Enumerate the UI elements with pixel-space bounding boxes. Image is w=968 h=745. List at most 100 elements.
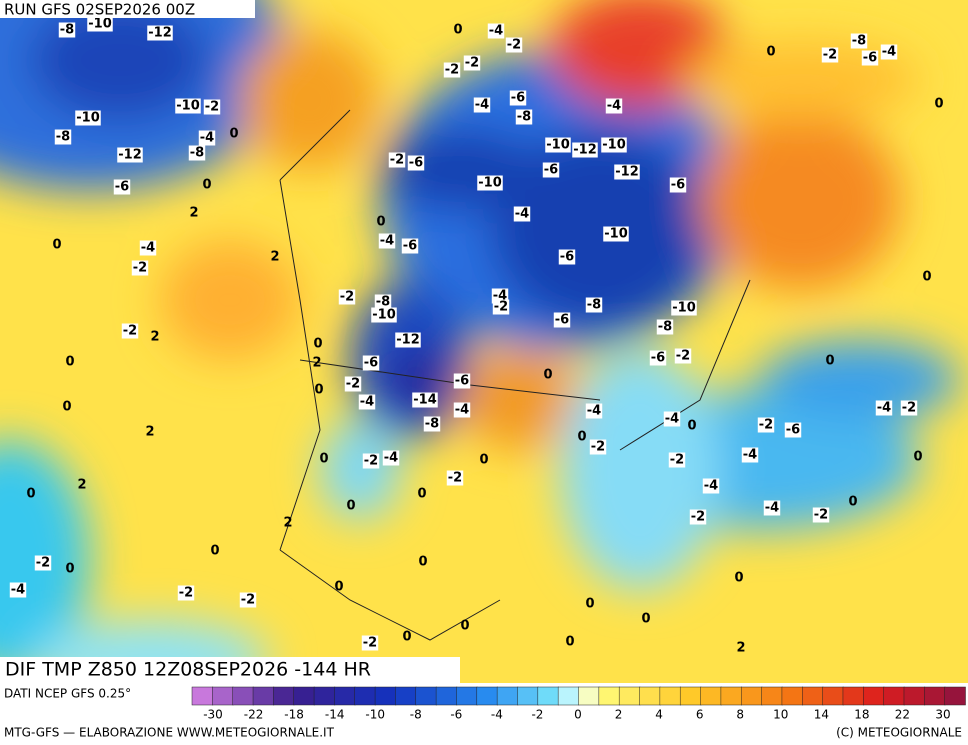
- contour-label: -4: [704, 479, 718, 494]
- label-box: [121, 323, 139, 339]
- contour-label: -2: [591, 440, 605, 455]
- contour-label: 0: [734, 571, 743, 586]
- colorbar-label: 0: [574, 708, 582, 722]
- label-box: [850, 33, 868, 49]
- label-box: [741, 447, 759, 463]
- contour-label: 0: [934, 97, 943, 112]
- contour-label: -4: [665, 412, 679, 427]
- colorbar-box: [252, 686, 275, 706]
- contour-label: -4: [455, 403, 469, 418]
- colorbar-box: [293, 686, 315, 706]
- label-box: [54, 129, 72, 145]
- label-box: [361, 635, 379, 651]
- colorbar-label: -22: [244, 708, 264, 722]
- colorbar-label: 30: [935, 708, 950, 722]
- footer-left: MTG-GFS — ELABORAZIONE WWW.METEOGIORNALE…: [4, 726, 335, 740]
- label-box: [900, 400, 918, 416]
- contour-label: -12: [148, 26, 172, 41]
- contour-label: 2: [150, 330, 159, 345]
- contour-label: 0: [210, 544, 219, 559]
- label-box: [401, 238, 419, 254]
- source: DATI NCEP GFS 0.25°: [4, 687, 131, 701]
- contour-label: -6: [409, 156, 423, 171]
- label-box: [492, 299, 510, 315]
- colorbar-box: [517, 686, 539, 706]
- contour-label: -8: [587, 298, 601, 313]
- contour-label: -2: [123, 324, 137, 339]
- contour-label: -14: [413, 393, 437, 408]
- label-box: [601, 137, 627, 153]
- label-box: [443, 62, 461, 78]
- contour-label: 0: [62, 400, 71, 415]
- contour-label: -10: [372, 308, 396, 323]
- contour-label: -6: [671, 178, 685, 193]
- colorbar-label: -2: [531, 708, 543, 722]
- contour-label: 0: [577, 430, 586, 445]
- contour-label: -6: [511, 91, 525, 106]
- contour-label: -2: [346, 377, 360, 392]
- label-box: [812, 507, 830, 523]
- label-box: [34, 555, 52, 571]
- label-box: [603, 226, 629, 242]
- contour-label: 0: [848, 495, 857, 510]
- colorbar-box: [212, 686, 234, 706]
- colorbar-box: [700, 686, 722, 706]
- label-box: [614, 164, 640, 180]
- contour-label: -4: [587, 404, 601, 419]
- label-box: [477, 175, 503, 191]
- contour-label: -2: [494, 300, 508, 315]
- contour-label: 0: [319, 452, 328, 467]
- colorbar-box: [456, 686, 478, 706]
- label-box: [463, 55, 481, 71]
- title-box: [0, 657, 460, 683]
- label-box: [374, 294, 392, 310]
- contour-label: -2: [205, 100, 219, 115]
- label-box: [131, 260, 149, 276]
- contour-label: 0: [417, 487, 426, 502]
- label-box: [407, 155, 425, 171]
- contour-label: -2: [340, 290, 354, 305]
- contour-label: 0: [26, 487, 35, 502]
- colorbar-label: 18: [854, 708, 869, 722]
- colorbar-box: [435, 686, 458, 706]
- colorbar-label: -8: [410, 708, 422, 722]
- contour-label: -12: [573, 143, 597, 158]
- contour-label: -12: [118, 148, 142, 163]
- label-box: [784, 422, 802, 438]
- colorbar-box: [659, 686, 681, 706]
- colorbar-box: [618, 686, 641, 706]
- contour-label: -10: [176, 99, 200, 114]
- colorbar-box: [191, 686, 214, 706]
- label-box: [515, 109, 533, 125]
- label-box: [669, 177, 687, 193]
- label-box: [585, 297, 603, 313]
- label-box: [87, 16, 113, 32]
- run-box: [0, 0, 255, 18]
- contour-label: 2: [270, 250, 279, 265]
- contour-label: -12: [615, 165, 639, 180]
- label-box: [487, 23, 505, 39]
- contour-label: 0: [334, 580, 343, 595]
- label-box: [175, 98, 201, 114]
- label-box: [663, 411, 681, 427]
- colorbar-box: [313, 686, 336, 706]
- contour-label: 0: [766, 45, 775, 60]
- colorbar-box: [557, 686, 580, 706]
- contour-label: 0: [453, 23, 462, 38]
- contour-label: -2: [448, 471, 462, 486]
- colorbar-box: [924, 686, 946, 706]
- contour-label: -6: [364, 356, 378, 371]
- colorbar-label: -30: [203, 708, 223, 722]
- label-box: [388, 152, 406, 168]
- label-box: [763, 500, 781, 516]
- contour-label: -6: [455, 374, 469, 389]
- label-box: [545, 137, 571, 153]
- colorbar-box: [842, 686, 865, 706]
- contour-label: -2: [179, 586, 193, 601]
- map-labels: -8 -10-12-10 -2-10-8-12 -8-4 0-6 020 -4-22-2 20…: [9, 16, 944, 656]
- contour-label: -4: [200, 131, 214, 146]
- contour-label: 0: [585, 597, 594, 612]
- contour-label: -2: [676, 349, 690, 364]
- colorbar-label: 10: [773, 708, 788, 722]
- contour-label: 0: [913, 450, 922, 465]
